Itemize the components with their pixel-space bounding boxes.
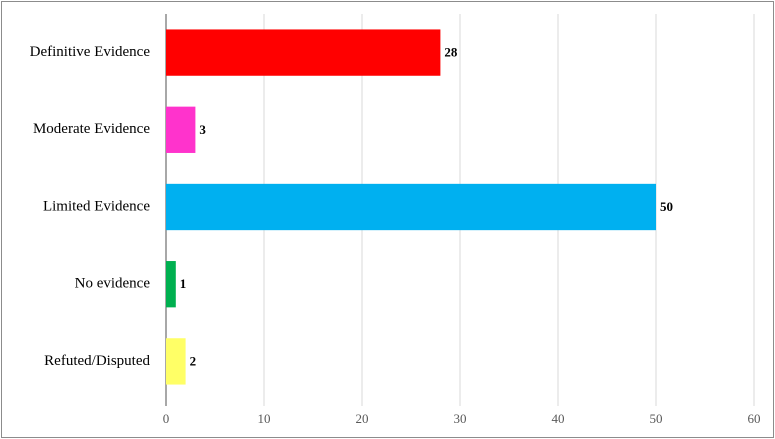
bar xyxy=(166,106,196,153)
y-tick-label: Refuted/Disputed xyxy=(44,353,150,369)
x-tick-label: 40 xyxy=(552,411,565,426)
value-label: 28 xyxy=(444,45,458,60)
value-label: 1 xyxy=(180,276,187,291)
x-tick-label: 60 xyxy=(748,411,761,426)
bar xyxy=(166,29,441,76)
x-tick-label: 50 xyxy=(650,411,663,426)
value-label: 50 xyxy=(660,199,673,214)
y-tick-label: No evidence xyxy=(75,276,151,292)
bar xyxy=(166,261,176,308)
y-tick-label: Moderate Evidence xyxy=(33,121,150,137)
x-tick-label: 10 xyxy=(258,411,271,426)
y-tick-label: Limited Evidence xyxy=(43,198,150,214)
value-label: 2 xyxy=(190,353,197,368)
x-tick-label: 20 xyxy=(356,411,369,426)
bar xyxy=(166,183,656,231)
x-tick-label: 30 xyxy=(454,411,467,426)
bar xyxy=(166,338,186,385)
value-label: 3 xyxy=(199,122,206,137)
x-tick-label: 0 xyxy=(163,411,170,426)
y-tick-label: Definitive Evidence xyxy=(30,44,151,60)
